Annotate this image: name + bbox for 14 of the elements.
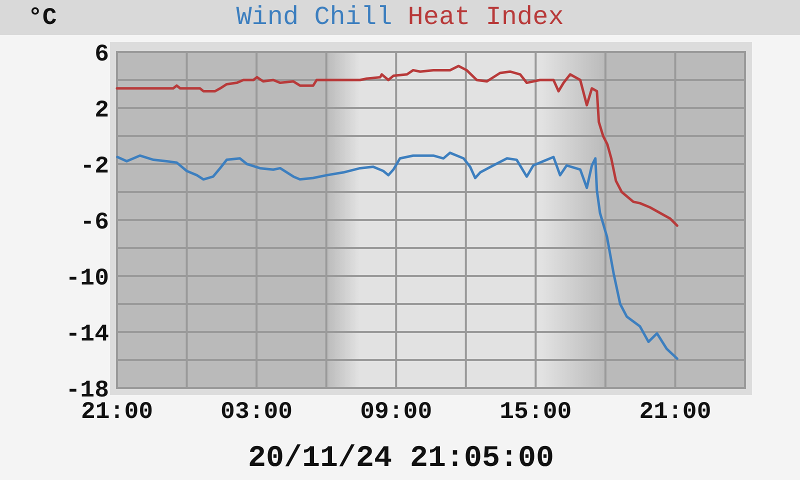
y-tick-label: 6: [94, 42, 109, 69]
y-axis-title: °C: [28, 5, 57, 32]
y-tick-label: -10: [66, 266, 109, 293]
x-tick-label: 03:00: [220, 399, 293, 426]
y-tick-label: -14: [66, 322, 109, 349]
series-label: Heat Index: [408, 2, 564, 32]
x-tick-label: 09:00: [360, 399, 432, 426]
x-tick-label: 15:00: [500, 399, 572, 426]
y-tick-label: -6: [80, 210, 109, 237]
text: Wind Chill: [236, 2, 392, 32]
y-tick-label: 2: [94, 98, 109, 125]
text: 20/11/24 21:05:00: [248, 442, 554, 476]
x-tick-label: 21:00: [639, 399, 712, 426]
y-tick-label: -2: [80, 154, 109, 181]
